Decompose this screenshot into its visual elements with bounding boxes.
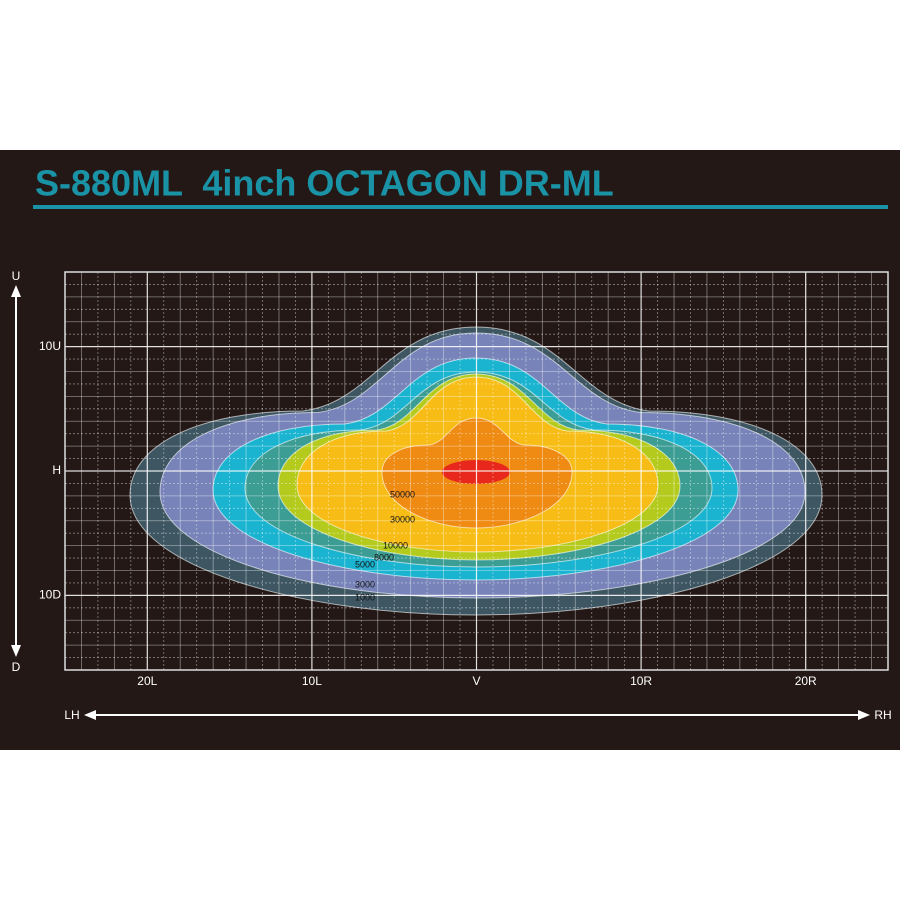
contour-label: 8000	[374, 552, 394, 562]
axis-label-right: RH	[874, 708, 891, 722]
contour-label: 1000	[355, 592, 375, 602]
x-tick-label: 20L	[137, 674, 157, 688]
contour-label: 30000	[390, 514, 415, 524]
axis-label-up: U	[12, 269, 21, 283]
contour-label: 3000	[355, 579, 375, 589]
x-tick-label: 10L	[302, 674, 322, 688]
chart-title: S-880ML 4inch OCTAGON DR-ML	[35, 163, 614, 204]
contour-label: 5000	[355, 559, 375, 569]
y-tick-label: 10U	[39, 339, 61, 353]
plot-frame	[64, 271, 889, 671]
contour-label: 50000	[390, 489, 415, 499]
axis-label-left: LH	[64, 708, 79, 722]
x-tick-label: 20R	[795, 674, 817, 688]
contour-label: 10000	[383, 540, 408, 550]
y-tick-label: H	[52, 463, 61, 477]
y-tick-label: 10D	[39, 588, 61, 602]
x-tick-label: V	[472, 674, 480, 688]
x-tick-label: 10R	[630, 674, 652, 688]
grid	[64, 271, 889, 671]
axis-label-down: D	[12, 660, 21, 674]
